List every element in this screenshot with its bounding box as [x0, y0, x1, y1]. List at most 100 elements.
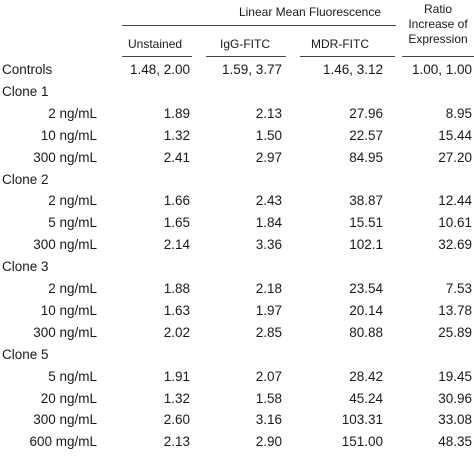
- cell-igg-fitc: 1.59, 3.77: [221, 62, 282, 77]
- cell-unstained: 2.14: [163, 237, 190, 253]
- cell-unstained: 1.91: [163, 368, 190, 384]
- row-label: 300 ng/mL: [33, 324, 97, 340]
- row-label: 600 mg/mL: [29, 434, 97, 450]
- cell-ratio: 13.78: [438, 302, 472, 318]
- table-row: 600 mg/mL 2.13 2.90 151.00 48.35: [0, 434, 474, 456]
- table-row: 300 ng/mL 2.14 3.36 102.1 32.69: [0, 237, 474, 259]
- group-label: Clone 5: [2, 346, 49, 362]
- cell-unstained: 1.89: [163, 105, 190, 121]
- cell-ratio: 12.44: [438, 193, 472, 209]
- cell-ratio: 32.69: [438, 237, 472, 253]
- cell-ratio: 7.53: [445, 281, 472, 296]
- group-label: Clone 2: [2, 171, 49, 187]
- cell-mdr-fitc: 45.24: [349, 390, 383, 406]
- header-igg-fitc: IgG-FITC: [220, 37, 270, 51]
- group-header-row: Clone 5: [0, 347, 474, 369]
- header-group-title: Linear Mean Fluorescence: [238, 5, 382, 19]
- cell-ratio: 19.45: [438, 368, 472, 384]
- cell-mdr-fitc: 23.54: [349, 281, 383, 296]
- row-label: 300 ng/mL: [33, 149, 97, 165]
- table-row: 2 ng/mL 1.66 2.43 38.87 12.44: [0, 193, 474, 215]
- cell-unstained: 2.02: [163, 324, 190, 340]
- header-group-rule: [122, 25, 396, 26]
- cell-unstained: 2.60: [163, 412, 190, 428]
- row-label: 10 ng/mL: [40, 302, 97, 318]
- table-row: 300 ng/mL 2.60 3.16 103.31 33.08: [0, 412, 474, 434]
- table-row: 5 ng/mL 1.91 2.07 28.42 19.45: [0, 369, 474, 391]
- cell-igg-fitc: 1.50: [255, 127, 282, 143]
- group-label: Clone 3: [2, 259, 49, 275]
- table-row: 10 ng/mL 1.32 1.50 22.57 15.44: [0, 128, 474, 150]
- cell-mdr-fitc: 20.14: [349, 302, 383, 318]
- cell-igg-fitc: 2.97: [255, 149, 282, 165]
- cell-igg-fitc: 1.97: [255, 302, 282, 318]
- cell-unstained: 2.41: [163, 149, 190, 165]
- header-ratio: Ratio Increase of Expression: [402, 2, 474, 47]
- header-rule-mdr: [300, 56, 395, 57]
- group-header-row: Clone 3: [0, 259, 474, 281]
- table-row: 300 ng/mL 2.02 2.85 80.88 25.89: [0, 325, 474, 347]
- cell-ratio: 48.35: [438, 434, 472, 450]
- cell-ratio: 27.20: [438, 149, 472, 165]
- table-row: 300 ng/mL 2.41 2.97 84.95 27.20: [0, 150, 474, 172]
- cell-mdr-fitc: 22.57: [349, 127, 383, 143]
- cell-igg-fitc: 3.36: [255, 237, 282, 253]
- cell-mdr-fitc: 38.87: [349, 193, 383, 209]
- cell-mdr-fitc: 103.31: [341, 412, 383, 428]
- cell-mdr-fitc: 80.88: [349, 324, 383, 340]
- row-label: 5 ng/mL: [48, 368, 97, 384]
- cell-mdr-fitc: 151.00: [341, 434, 383, 450]
- cell-igg-fitc: 2.43: [255, 193, 282, 209]
- table-row: 2 ng/mL 1.89 2.13 27.96 8.95: [0, 106, 474, 128]
- row-label: 20 ng/mL: [40, 390, 97, 406]
- row-label: 300 ng/mL: [33, 237, 97, 253]
- row-label: 5 ng/mL: [48, 215, 97, 231]
- cell-unstained: 1.66: [163, 193, 190, 209]
- group-label: Clone 1: [2, 83, 49, 99]
- table-row: 2 ng/mL 1.88 2.18 23.54 7.53: [0, 281, 474, 303]
- cell-unstained: 1.88: [163, 281, 190, 296]
- table-row: 20 ng/mL 1.32 1.58 45.24 30.96: [0, 391, 474, 413]
- group-header-row: Clone 1: [0, 84, 474, 106]
- cell-mdr-fitc: 1.46, 3.12: [322, 62, 383, 77]
- cell-ratio: 8.95: [445, 105, 472, 121]
- row-label: 2 ng/mL: [48, 193, 97, 209]
- cell-ratio: 15.44: [438, 127, 472, 143]
- cell-igg-fitc: 2.13: [255, 105, 282, 121]
- header-rule-ratio: [402, 56, 474, 57]
- cell-unstained: 1.32: [163, 127, 190, 143]
- header-unstained: Unstained: [128, 37, 183, 51]
- cell-mdr-fitc: 27.96: [349, 105, 383, 121]
- group-header-row: Clone 2: [0, 172, 474, 194]
- cell-igg-fitc: 1.84: [255, 215, 282, 231]
- cell-unstained: 1.65: [163, 215, 190, 231]
- header-mdr-fitc: MDR-FITC: [311, 37, 369, 51]
- table-row: 5 ng/mL 1.65 1.84 15.51 10.61: [0, 215, 474, 237]
- row-label: 2 ng/mL: [48, 281, 97, 296]
- header-ratio-line3: Expression: [408, 32, 468, 46]
- table-row: 10 ng/mL 1.63 1.97 20.14 13.78: [0, 303, 474, 325]
- cell-ratio: 30.96: [438, 390, 472, 406]
- cell-igg-fitc: 2.07: [255, 368, 282, 384]
- cell-mdr-fitc: 28.42: [349, 368, 383, 384]
- header-rule-igg: [206, 56, 286, 57]
- controls-row: Controls 1.48, 2.00 1.59, 3.77 1.46, 3.12 1.…: [0, 62, 474, 84]
- cell-mdr-fitc: 15.51: [349, 215, 383, 231]
- header-rule-unstained: [122, 56, 192, 57]
- row-label: 300 ng/mL: [33, 412, 97, 428]
- header-ratio-line1: Ratio: [423, 2, 452, 16]
- cell-unstained: 1.48, 2.00: [129, 62, 190, 77]
- cell-igg-fitc: 2.90: [255, 434, 282, 450]
- cell-ratio: 33.08: [438, 412, 472, 428]
- cell-igg-fitc: 3.16: [255, 412, 282, 428]
- cell-mdr-fitc: 102.1: [349, 237, 383, 253]
- cell-unstained: 2.13: [163, 434, 190, 450]
- cell-igg-fitc: 1.58: [255, 390, 282, 406]
- cell-ratio: 10.61: [438, 215, 472, 231]
- cell-unstained: 1.32: [163, 390, 190, 406]
- row-label: 2 ng/mL: [48, 105, 97, 121]
- cell-ratio: 1.00, 1.00: [411, 62, 472, 77]
- cell-igg-fitc: 2.18: [255, 281, 282, 296]
- cell-ratio: 25.89: [438, 324, 472, 340]
- header-ratio-line2: Increase of: [408, 17, 468, 31]
